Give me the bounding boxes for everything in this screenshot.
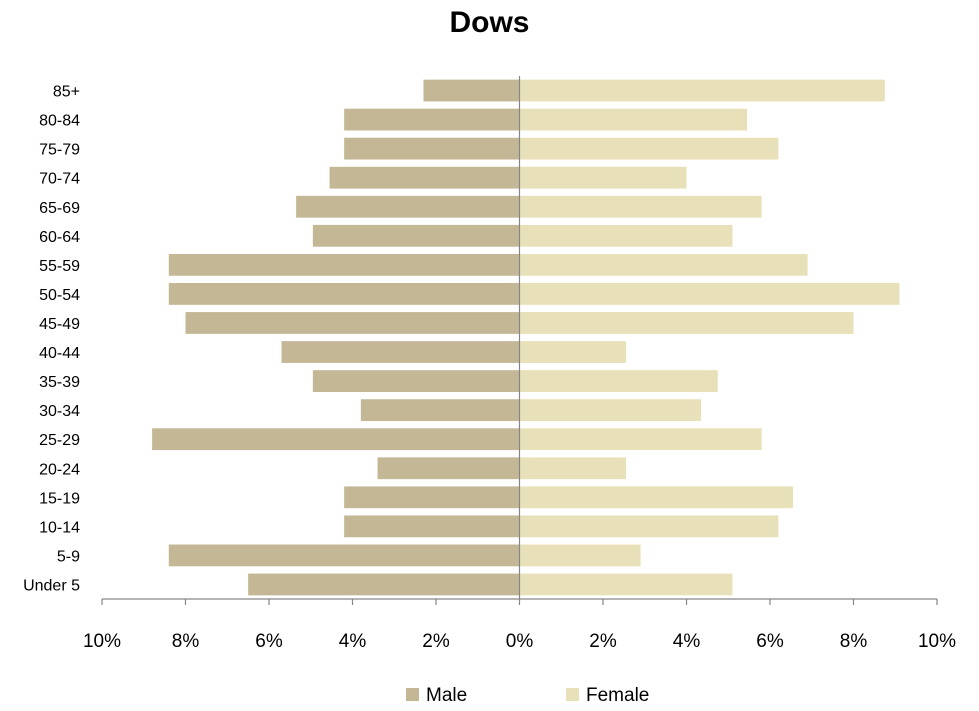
bar-female-15-19 [519, 486, 793, 509]
category-label-15-19: 15-19 [39, 490, 80, 507]
bar-male-85plus [423, 79, 520, 102]
category-label-55-59: 55-59 [39, 258, 80, 275]
category-label-45-49: 45-49 [39, 316, 80, 333]
bar-male-45-49 [185, 312, 520, 334]
bar-female-35-39 [519, 370, 718, 392]
x-tick-label-3: 4% [339, 631, 367, 652]
legend-label-male: Male [426, 685, 467, 706]
category-label-20-24: 20-24 [39, 461, 80, 478]
category-label-40-44: 40-44 [39, 345, 80, 362]
bar-female-60-64 [519, 224, 733, 247]
bar-female-50-54 [519, 283, 900, 305]
bar-male-25-29 [152, 428, 520, 451]
category-label-35-39: 35-39 [39, 374, 80, 391]
bar-male-75-79 [344, 137, 520, 160]
chart-title: Dows [449, 6, 530, 39]
x-tick-label-5: 0% [506, 631, 534, 652]
bar-female-5-9 [519, 544, 641, 567]
category-label-5-9: 5-9 [57, 548, 80, 565]
x-tick-label-0: 10% [83, 631, 121, 652]
bar-male-55-59 [168, 253, 520, 276]
bar-male-35-39 [312, 370, 520, 392]
x-tick-label-9: 8% [840, 631, 868, 652]
legend-swatch-female [566, 688, 579, 701]
bar-male-70-74 [329, 166, 520, 189]
bar-male-under-5 [248, 573, 520, 596]
legend-swatch-male [406, 688, 419, 701]
category-label-10-14: 10-14 [39, 519, 80, 536]
bar-female-40-44 [519, 341, 626, 363]
bar-male-30-34 [360, 399, 520, 422]
category-label-70-74: 70-74 [39, 171, 80, 188]
bar-female-10-14 [519, 515, 779, 538]
legend-label-female: Female [586, 685, 649, 706]
bar-male-10-14 [344, 515, 520, 538]
x-tick-label-1: 8% [172, 631, 200, 652]
bar-female-30-34 [519, 399, 702, 422]
bar-female-85plus [519, 79, 885, 102]
category-label-85plus: 85+ [53, 84, 80, 101]
bar-male-80-84 [344, 108, 520, 131]
category-label-under-5: Under 5 [23, 577, 80, 594]
bars-layer [152, 79, 900, 596]
bar-male-15-19 [344, 486, 520, 509]
x-tick-label-10: 10% [918, 631, 956, 652]
category-label-65-69: 65-69 [39, 200, 80, 217]
bar-female-under-5 [519, 573, 733, 596]
bar-male-50-54 [168, 283, 520, 305]
x-tick-label-6: 2% [589, 631, 617, 652]
bar-female-25-29 [519, 428, 762, 451]
category-label-60-64: 60-64 [39, 229, 80, 246]
bar-female-80-84 [519, 108, 748, 131]
category-label-25-29: 25-29 [39, 432, 80, 449]
bar-male-65-69 [296, 195, 520, 218]
x-tick-label-4: 2% [422, 631, 450, 652]
bar-female-55-59 [519, 253, 808, 276]
x-tick-label-2: 6% [255, 631, 283, 652]
bar-female-20-24 [519, 457, 626, 480]
category-label-50-54: 50-54 [39, 287, 80, 304]
bar-male-40-44 [281, 341, 520, 363]
axis-layer [101, 76, 938, 605]
category-label-80-84: 80-84 [39, 113, 80, 130]
bar-female-45-49 [519, 312, 854, 334]
legend: Male Female [406, 685, 649, 706]
x-tick-label-8: 6% [756, 631, 784, 652]
bar-male-60-64 [312, 224, 520, 247]
bar-female-70-74 [519, 166, 687, 189]
bar-male-20-24 [377, 457, 520, 480]
bar-female-65-69 [519, 195, 762, 218]
category-label-75-79: 75-79 [39, 142, 80, 159]
bar-male-5-9 [168, 544, 520, 567]
bar-female-75-79 [519, 137, 779, 160]
x-tick-label-7: 4% [673, 631, 701, 652]
category-label-30-34: 30-34 [39, 403, 80, 420]
labels-layer: Under 5 5-9 10-14 15-19 20-24 25-29 30-34 35-39… [23, 84, 956, 652]
